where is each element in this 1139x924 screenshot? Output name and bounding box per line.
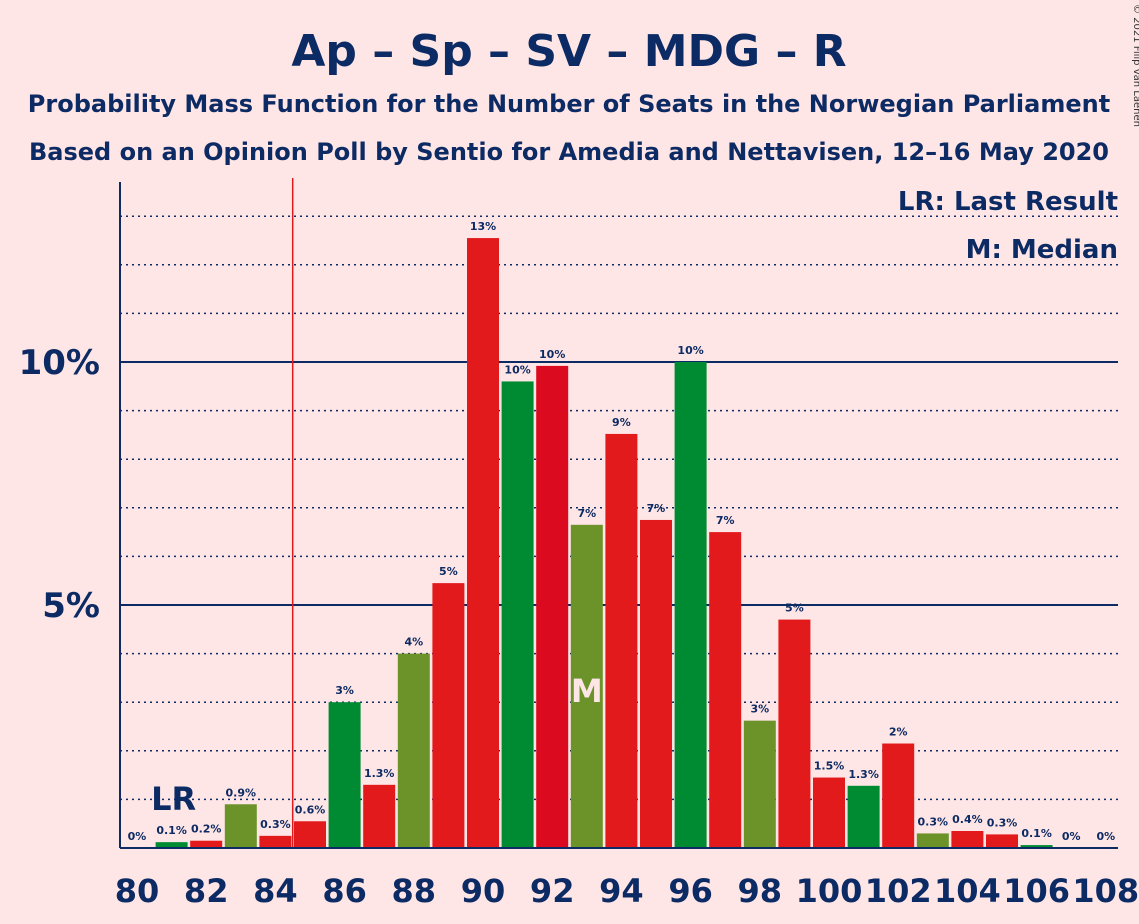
bar-94 [605,433,638,848]
x-tick-label: 96 [668,872,713,910]
median-marker: M [571,672,603,710]
x-tick-label: 86 [322,872,367,910]
bar-83 [224,804,257,848]
legend-last-result: LR: Last Result [898,187,1118,217]
copyright: © 2021 Filip van Laenen [1131,4,1139,127]
bar-89 [432,583,465,848]
bar-label-89: 5% [439,565,458,578]
x-tick-label: 100 [796,872,863,910]
bar-104 [951,830,984,848]
x-tick-label: 82 [184,872,229,910]
bar-label-85: 0.6% [295,803,326,816]
legend-median: M: Median [966,235,1118,265]
bar-label-95: 7% [647,502,666,515]
chart-subtitle-1: Probability Mass Function for the Number… [28,90,1110,118]
bar-label-101: 1.3% [848,768,879,781]
bar-label-90: 13% [470,220,496,233]
bar-label-93: 7% [577,507,596,520]
y-axis: 5% 10% [19,182,121,848]
x-tick-label: 84 [253,872,298,910]
bar-label-98: 3% [750,703,769,716]
bar-label-104: 0.4% [952,813,983,826]
bar-label-94: 9% [612,416,631,429]
bar-label-81: 0.1% [156,824,187,837]
x-tick-label: 98 [738,872,783,910]
bar-label-83: 0.9% [226,786,257,799]
bar-102 [882,743,915,848]
bar-label-84: 0.3% [260,818,291,831]
bar-labels: 0% 0.1% 0.2% 0.9% 0.3% 0.6% 3% 1.3% 4% 5% 13% 10% 10… [128,220,1115,843]
bar-93 [570,524,603,848]
bar-label-105: 0.3% [987,816,1018,829]
bar-label-103: 0.3% [918,815,949,828]
x-tick-label: 108 [1072,872,1139,910]
bar-label-92: 10% [539,348,565,361]
bar-105 [986,834,1018,848]
bar-96 [674,362,707,848]
bar-label-107: 0% [1062,830,1081,843]
bar-label-99: 5% [785,602,804,615]
x-tick-label: 90 [461,872,506,910]
x-tick-label: 104 [934,872,1001,910]
bar-88 [397,653,430,848]
bar-label-100: 1.5% [814,760,845,773]
bar-label-97: 7% [716,514,735,527]
bar-85 [294,821,326,848]
bar-label-82: 0.2% [191,823,222,836]
bar-99 [778,619,811,848]
last-result-marker: LR [151,780,196,818]
x-tick-label: 102 [865,872,932,910]
bar-98 [743,720,776,848]
x-axis: 80 82 84 86 88 90 92 94 96 98 100 102 104 106 108 [115,847,1139,910]
x-tick-label: 88 [392,872,437,910]
bar-label-86: 3% [335,684,354,697]
bar-label-96: 10% [677,344,703,357]
x-tick-label: 106 [1003,872,1070,910]
chart-title: Ap – Sp – SV – MDG – R [291,26,846,77]
bar-label-108: 0% [1096,830,1115,843]
bar-label-87: 1.3% [364,767,395,780]
bar-86 [328,702,361,848]
bar-92 [536,365,569,848]
bar-label-80: 0% [128,830,147,843]
bar-label-106: 0.1% [1021,827,1052,840]
y-tick-label: 10% [19,343,100,383]
bar-101 [847,785,880,848]
bar-81 [155,842,188,848]
x-tick-label: 92 [530,872,575,910]
bars [155,238,1053,848]
x-tick-label: 80 [115,872,160,910]
bar-label-91: 10% [504,363,530,376]
bar-91 [501,381,534,848]
chart-subtitle-2: Based on an Opinion Poll by Sentio for A… [29,138,1109,166]
bar-84 [259,835,292,848]
bar-103 [916,833,949,848]
bar-label-102: 2% [889,726,908,739]
bar-87 [363,784,396,848]
y-tick-label: 5% [42,586,100,626]
bar-label-88: 4% [404,636,423,649]
markers: LR M [151,672,603,818]
x-tick-label: 94 [599,872,644,910]
bar-95 [640,519,672,848]
bar-106 [1020,845,1053,848]
bar-100 [813,777,845,848]
bar-97 [709,532,742,848]
bar-90 [467,238,499,848]
bar-82 [190,840,223,848]
